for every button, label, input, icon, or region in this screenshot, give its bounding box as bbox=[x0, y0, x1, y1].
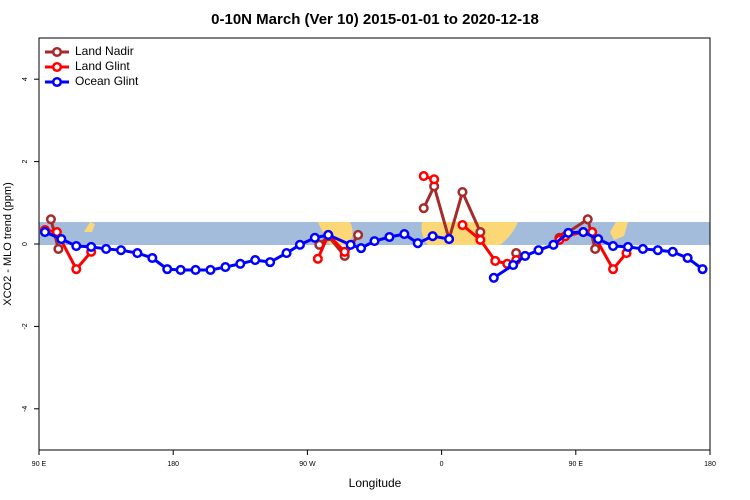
y-tick-label: -4 bbox=[22, 406, 29, 412]
data-point bbox=[265, 257, 276, 268]
data-point bbox=[353, 229, 364, 240]
x-axis-label: Longitude bbox=[349, 476, 402, 490]
data-point bbox=[418, 170, 429, 182]
data-point bbox=[608, 241, 619, 252]
legend-label: Ocean Glint bbox=[75, 74, 139, 88]
legend-marker bbox=[51, 76, 63, 88]
data-point bbox=[205, 264, 216, 276]
data-point bbox=[115, 245, 127, 256]
x-tick-label: 180 bbox=[704, 461, 716, 468]
legend-label: Land Nadir bbox=[75, 44, 134, 58]
data-point bbox=[548, 239, 559, 250]
data-point bbox=[488, 272, 499, 283]
data-point bbox=[593, 234, 604, 245]
data-point bbox=[475, 234, 486, 245]
data-point bbox=[250, 255, 261, 266]
data-point bbox=[312, 253, 323, 264]
data-point bbox=[147, 252, 158, 264]
y-tick-label: 2 bbox=[22, 160, 29, 164]
data-point bbox=[384, 231, 395, 243]
data-point bbox=[369, 236, 380, 247]
data-point bbox=[53, 243, 64, 254]
data-point bbox=[457, 187, 468, 198]
data-point bbox=[323, 229, 334, 240]
data-point bbox=[457, 219, 468, 231]
land-patch bbox=[610, 222, 628, 240]
data-point bbox=[220, 262, 231, 273]
data-point bbox=[608, 264, 619, 275]
data-point bbox=[56, 234, 67, 245]
x-tick-label: 0 bbox=[440, 461, 444, 468]
data-point bbox=[39, 227, 51, 238]
data-point bbox=[590, 243, 601, 254]
data-point bbox=[533, 245, 544, 256]
data-point bbox=[667, 246, 678, 257]
data-point bbox=[637, 243, 648, 254]
y-tick-label: 0 bbox=[22, 242, 29, 246]
data-point bbox=[71, 241, 82, 252]
data-point bbox=[418, 203, 429, 214]
data-point bbox=[652, 245, 663, 256]
x-tick-label: 90 E bbox=[32, 461, 47, 468]
data-point bbox=[309, 232, 320, 243]
data-point bbox=[578, 227, 589, 238]
data-point bbox=[345, 239, 356, 250]
ocean-band bbox=[39, 222, 710, 245]
data-point bbox=[520, 250, 531, 261]
data-point bbox=[697, 264, 708, 275]
data-point bbox=[86, 241, 97, 252]
x-tick-label: 180 bbox=[167, 461, 179, 468]
legend-marker bbox=[51, 46, 63, 58]
data-point bbox=[162, 264, 173, 275]
x-tick-label: 90 E bbox=[569, 461, 584, 468]
x-tick-label: 90 W bbox=[299, 461, 316, 468]
data-point bbox=[132, 248, 143, 259]
data-point bbox=[71, 264, 82, 275]
data-point bbox=[101, 243, 112, 254]
data-point bbox=[490, 255, 501, 266]
legend-label: Land Glint bbox=[75, 59, 130, 73]
data-point bbox=[444, 234, 455, 245]
data-point bbox=[682, 252, 693, 264]
chart-title: 0-10N March (Ver 10) 2015-01-01 to 2020-… bbox=[211, 11, 539, 28]
data-point bbox=[582, 214, 593, 225]
data-point bbox=[412, 238, 423, 249]
data-point bbox=[45, 214, 56, 225]
data-point bbox=[622, 241, 634, 252]
data-point bbox=[475, 227, 486, 238]
data-point bbox=[190, 264, 201, 276]
data-point bbox=[294, 239, 305, 250]
data-point bbox=[175, 264, 186, 276]
data-point bbox=[508, 259, 519, 271]
data-point bbox=[563, 227, 574, 238]
data-point bbox=[235, 258, 246, 269]
y-axis-label: XCO2 - MLO trend (ppm) bbox=[2, 182, 14, 305]
data-point bbox=[339, 246, 350, 257]
legend-marker bbox=[51, 61, 63, 73]
y-tick-label: 4 bbox=[22, 77, 29, 81]
data-point bbox=[429, 174, 440, 185]
data-point bbox=[281, 248, 292, 259]
data-point bbox=[356, 243, 367, 254]
land-patch bbox=[84, 222, 95, 232]
data-point bbox=[427, 231, 438, 242]
data-point bbox=[399, 229, 410, 240]
y-tick-label: -2 bbox=[22, 323, 29, 329]
